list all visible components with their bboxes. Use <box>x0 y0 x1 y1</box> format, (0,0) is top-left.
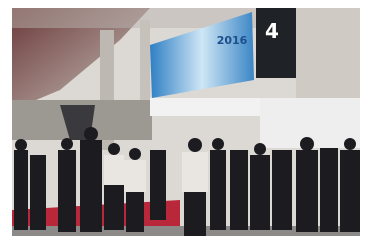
person <box>320 148 338 232</box>
person <box>230 150 248 230</box>
head <box>212 138 224 150</box>
wall <box>296 8 360 98</box>
person <box>126 192 144 232</box>
person <box>80 140 102 232</box>
head <box>129 148 141 160</box>
person <box>250 155 270 230</box>
head <box>108 143 120 155</box>
hall-number: 4 <box>265 19 279 43</box>
person <box>150 150 166 220</box>
head <box>300 137 314 151</box>
person <box>272 150 292 230</box>
person <box>14 150 28 230</box>
person <box>104 155 124 185</box>
booth-sign <box>150 98 260 116</box>
head <box>84 127 98 141</box>
person <box>184 192 206 236</box>
person <box>124 160 146 192</box>
head <box>61 138 73 150</box>
head <box>188 138 202 152</box>
person <box>340 150 360 232</box>
banner-year: 2016 <box>217 34 248 47</box>
person <box>210 150 226 230</box>
person <box>296 150 318 232</box>
person <box>30 155 46 230</box>
person <box>58 150 76 232</box>
person <box>104 185 124 230</box>
head <box>254 143 266 155</box>
person <box>182 152 208 192</box>
photo: 2016 4 <box>0 0 372 244</box>
head <box>15 139 27 151</box>
head <box>344 138 356 150</box>
page: {"sign": {"number": "4"}, "banner": {"ye… <box>0 0 372 244</box>
